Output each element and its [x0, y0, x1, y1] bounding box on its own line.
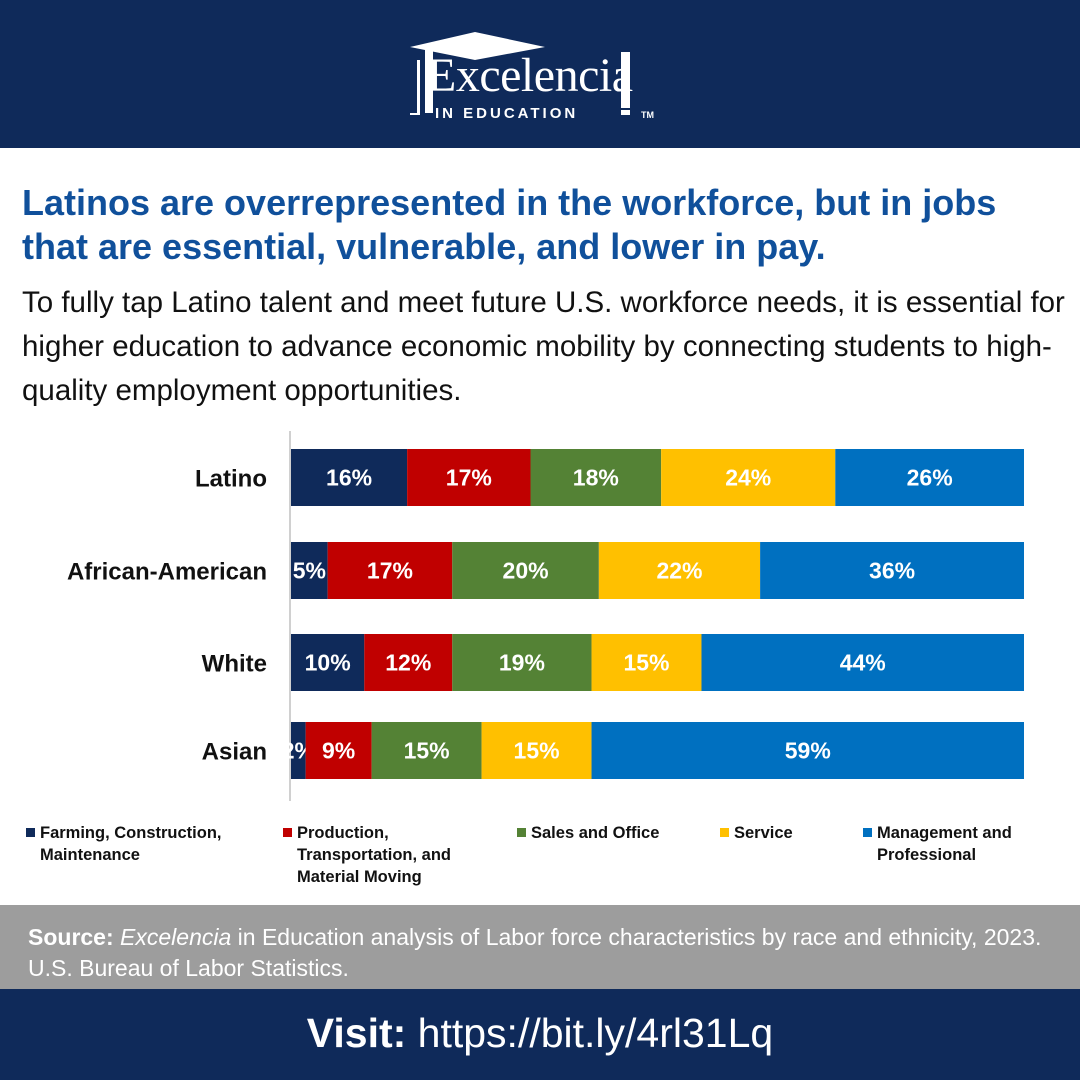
bar-segment	[407, 449, 531, 506]
stacked-bar-chart: Latino 16% 17% 18% 24% 26% African-American 5% 1…	[0, 425, 1080, 905]
excelencia-logo[interactable]: Excelencia IN EDUCATION TM	[405, 30, 675, 125]
source-label: Source:	[28, 924, 114, 950]
bar-segment	[291, 542, 328, 599]
data-label: 15%	[623, 650, 669, 676]
data-label: 16%	[326, 465, 372, 491]
bar-segment	[452, 542, 599, 599]
logo-trademark: TM	[641, 110, 654, 120]
data-label: 59%	[785, 738, 831, 764]
bar-segment	[760, 542, 1024, 599]
category-label: White	[202, 651, 267, 678]
legend-label: Management and Professional	[877, 824, 1012, 864]
legend-swatch	[720, 828, 729, 837]
category-label: Latino	[195, 466, 267, 493]
graduation-cap-icon	[410, 32, 630, 115]
data-label: 19%	[499, 650, 545, 676]
category-label: African-American	[67, 559, 267, 586]
header-bar: Excelencia IN EDUCATION TM	[0, 0, 1080, 148]
headline: Latinos are overrepresented in the workf…	[22, 182, 997, 267]
bar-segment	[452, 634, 592, 691]
bar-segment	[327, 542, 453, 599]
bar-segment	[305, 722, 372, 779]
bar-segment	[364, 634, 453, 691]
chart-legend: Farming, Construction, Maintenance Produc…	[0, 815, 1080, 905]
body-paragraph: To fully tap Latino talent and meet futu…	[22, 286, 1065, 407]
bar-segment	[291, 634, 365, 691]
bar-segment	[661, 449, 836, 506]
data-label: 36%	[869, 558, 915, 584]
data-label: 17%	[367, 558, 413, 584]
legend-swatch	[283, 828, 292, 837]
data-label: 18%	[573, 465, 619, 491]
footer-bar: Visit: https://bit.ly/4rl31Lq	[0, 989, 1080, 1080]
bar-segment	[481, 722, 592, 779]
bar-segment	[291, 449, 408, 506]
bar-segment	[835, 449, 1024, 506]
bar-segment	[591, 634, 702, 691]
legend-label: Production, Transportation, and Material…	[297, 824, 452, 886]
category-label: Asian	[202, 739, 267, 766]
footer-url[interactable]: https://bit.ly/4rl31Lq	[406, 1010, 774, 1056]
data-label: 24%	[725, 465, 771, 491]
data-label: 5%	[293, 558, 326, 584]
data-label: 44%	[840, 650, 886, 676]
data-label: 12%	[385, 650, 431, 676]
source-bar: Source: Excelencia in Education analysis…	[0, 905, 1080, 989]
source-italic: Excelencia	[120, 924, 232, 950]
footer-label: Visit:	[306, 1010, 407, 1056]
legend-label: Service	[734, 824, 793, 842]
bar-segment	[598, 542, 761, 599]
bar-segment	[591, 722, 1024, 779]
data-label: 10%	[305, 650, 351, 676]
data-label: 20%	[503, 558, 549, 584]
bar-segment	[530, 449, 662, 506]
legend-swatch	[517, 828, 526, 837]
data-label: 15%	[514, 738, 560, 764]
data-label: 15%	[404, 738, 450, 764]
legend-swatch	[863, 828, 872, 837]
legend-swatch	[26, 828, 35, 837]
data-label: 9%	[322, 738, 355, 764]
bar-segment	[291, 722, 306, 779]
legend-label: Farming, Construction, Maintenance	[40, 824, 222, 864]
bar-segment	[371, 722, 482, 779]
data-label: 22%	[656, 558, 702, 584]
legend-label: Sales and Office	[531, 824, 660, 842]
source-citation: Source: Excelencia in Education analysis…	[28, 922, 1058, 984]
footer-link[interactable]: Visit: https://bit.ly/4rl31Lq	[0, 1008, 1080, 1058]
logo-subtitle: IN EDUCATION	[435, 105, 579, 122]
bar-segment	[701, 634, 1024, 691]
chart-svg: Latino 16% 17% 18% 24% 26% African-American 5% 1…	[67, 431, 1024, 801]
data-label: 17%	[446, 465, 492, 491]
source-text: in Education analysis of Labor force cha…	[28, 924, 1042, 981]
data-label: 26%	[907, 465, 953, 491]
logo-wordmark: Excelencia	[427, 49, 633, 102]
